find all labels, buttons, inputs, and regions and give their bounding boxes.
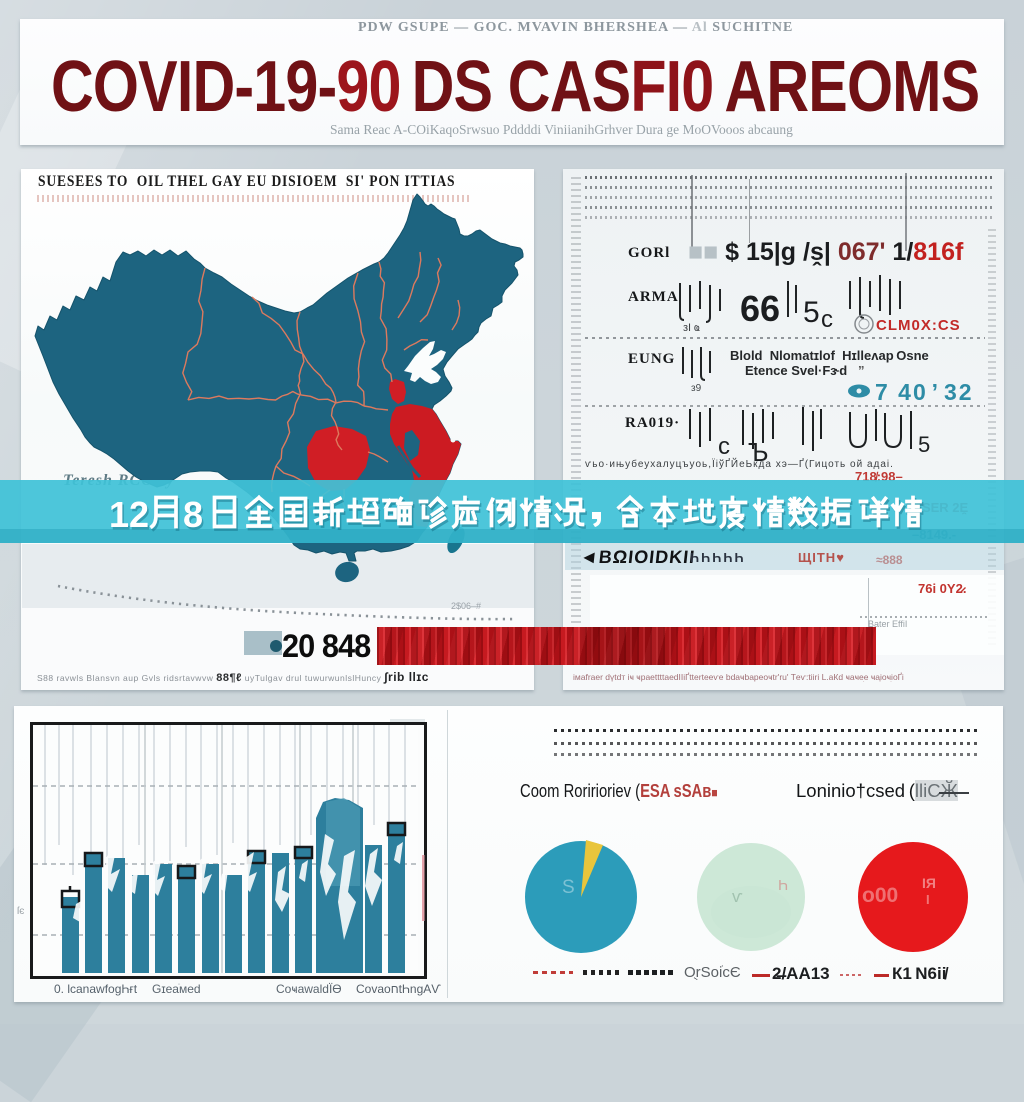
svg-text:c: c bbox=[821, 306, 833, 333]
svg-text:ӀЯ: ӀЯ bbox=[922, 875, 936, 891]
svg-text:7 40 ʼ 32: 7 40 ʼ 32 bbox=[875, 379, 974, 405]
svg-text:Һ: Һ bbox=[778, 877, 788, 894]
svg-text:ѵ: ѵ bbox=[732, 887, 743, 906]
svg-text:8: 8 bbox=[183, 494, 203, 535]
svg-text:СLМ0Х:СS: СLМ0Х:СS bbox=[876, 317, 961, 334]
svg-text:Ѕ: Ѕ bbox=[562, 877, 575, 898]
svg-text:Ъ: Ъ bbox=[748, 437, 769, 467]
svg-text:8: 8 bbox=[185, 497, 205, 538]
svg-text:5: 5 bbox=[918, 432, 930, 457]
svg-text:з9: з9 bbox=[691, 383, 702, 394]
svg-text:о00: о00 bbox=[862, 884, 898, 907]
svg-text:12: 12 bbox=[111, 497, 151, 538]
svg-text:12: 12 bbox=[109, 494, 149, 535]
svg-text:зӀ ҩ: зӀ ҩ bbox=[683, 322, 700, 334]
svg-text:66: 66 bbox=[740, 288, 780, 329]
svg-text:Ӏ: Ӏ bbox=[926, 892, 930, 907]
svg-text:c: c bbox=[718, 433, 730, 460]
svg-text:5: 5 bbox=[803, 296, 820, 329]
